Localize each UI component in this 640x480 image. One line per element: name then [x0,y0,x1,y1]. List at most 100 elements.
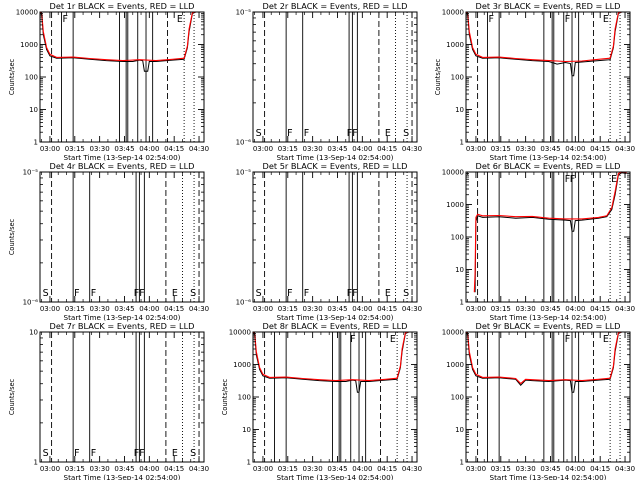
x-tick-label: 04:15 [377,465,397,473]
y-tick-label: 10⁻⁵ [236,169,252,177]
event-marker-label: F [350,334,355,345]
plot-frame [465,331,631,463]
event-marker-label: S [43,288,49,299]
y-tick-label: 1000 [446,361,464,369]
x-tick-label: 04:00 [565,465,585,473]
x-tick-label: 04:00 [352,145,372,153]
y-tick-label: 1000 [446,41,464,49]
y-tick-label: 1 [460,459,464,467]
x-tick-label: 04:15 [590,145,610,153]
y-tick-label: 10⁻⁶ [236,139,252,147]
x-axis-label: Start Time (13-Sep-14 02:54:00) [490,473,607,480]
y-axis-label: Counts/sec [221,378,229,415]
plot-title: Det 7r BLACK = Events, RED = LLD [50,321,195,331]
y-tick-label: 100 [451,394,464,402]
lld-series-line [465,11,622,63]
events-series-line [474,172,627,293]
x-tick-label: 04:30 [189,305,209,313]
y-tick-label: 10000 [16,9,38,17]
event-marker-label: S [403,128,409,139]
y-axis-label: Counts/sec [8,378,16,415]
x-tick-label: 03:30 [303,465,323,473]
event-marker-label: F [63,14,68,25]
x-tick-label: 04:00 [139,305,159,313]
y-tick-label: 10 [29,106,38,114]
x-tick-label: 03:30 [90,465,110,473]
plot-frame [465,171,631,303]
y-tick-label: 100 [451,234,464,242]
x-tick-label: 03:15 [491,145,511,153]
x-tick-label: 03:15 [278,305,298,313]
y-axis-label: Counts/sec [8,58,16,95]
y-tick-label: 10⁻⁶ [236,299,252,307]
y-tick-label: 10 [242,426,251,434]
x-tick-label: 03:45 [327,465,347,473]
event-marker-label: F [565,14,570,25]
x-tick-label: 03:00 [466,305,486,313]
plot-frame [39,171,205,303]
y-tick-label: 100 [451,74,464,82]
event-marker-label: F [91,448,96,459]
lld-series-line [473,171,627,293]
y-tick-label: 1 [34,139,38,147]
y-tick-label: 10 [455,426,464,434]
x-tick-label: 04:00 [139,465,159,473]
x-tick-label: 03:15 [65,145,85,153]
x-tick-label: 03:45 [327,145,347,153]
y-tick-label: 1000 [20,41,38,49]
x-tick-label: 03:30 [90,145,110,153]
x-tick-label: 03:15 [491,305,511,313]
x-axis-label: Start Time (13-Sep-14 02:54:00) [277,473,394,480]
x-tick-label: 03:00 [253,305,273,313]
x-tick-label: 03:00 [466,465,486,473]
x-tick-label: 04:15 [377,145,397,153]
plot-frame [252,331,418,463]
x-axis-label: Start Time (13-Sep-14 02:54:00) [64,313,181,322]
event-marker-label: FF [347,128,358,139]
x-tick-label: 04:15 [164,465,184,473]
x-tick-label: 03:00 [40,305,60,313]
x-tick-label: 03:30 [516,145,536,153]
plot-title: Det 5r BLACK = Events, RED = LLD [263,161,408,171]
event-marker-label: E [603,14,609,25]
x-tick-label: 04:30 [615,305,635,313]
event-marker-label: FF [134,448,145,459]
event-marker-label: S [190,448,196,459]
x-tick-label: 04:30 [189,465,209,473]
event-marker-label: F [304,128,309,139]
y-tick-label: 100 [25,74,38,82]
event-marker-label: E [177,14,183,25]
y-tick-label: 10000 [229,329,251,337]
plot-frame [39,11,205,143]
x-tick-label: 03:30 [303,305,323,313]
lld-series-line [252,331,409,382]
x-tick-label: 03:15 [65,465,85,473]
x-axis-label: Start Time (13-Sep-14 02:54:00) [277,313,394,322]
y-tick-label: 10⁻⁵ [236,9,252,17]
plot-title: Det 9r BLACK = Events, RED = LLD [476,321,621,331]
x-axis-label: Start Time (13-Sep-14 02:54:00) [64,153,181,162]
x-axis-label: Start Time (13-Sep-14 02:54:00) [64,473,181,480]
y-tick-label: 10 [455,266,464,274]
x-axis-label: Start Time (13-Sep-14 02:54:00) [490,313,607,322]
x-axis-label: Start Time (13-Sep-14 02:54:00) [277,153,394,162]
event-marker-label: FF [134,288,145,299]
y-axis-label: Counts/sec [434,58,442,95]
event-marker-label: F [74,288,79,299]
x-tick-label: 03:00 [466,145,486,153]
y-tick-label: 10⁻⁶ [23,299,39,307]
x-tick-label: 03:00 [40,145,60,153]
plot-title: Det 1r BLACK = Events, RED = LLD [50,1,195,11]
y-tick-label: 10⁻⁵ [23,169,39,177]
detector-plot-8: Det 8r BLACK = Events, RED = LLD F E 1 10 100… [221,321,422,480]
detector-plot-3: Det 3r BLACK = Events, RED = LLD F F E 1 10 10… [434,1,635,162]
event-marker-label: E [603,334,609,345]
y-tick-label: 1000 [233,361,251,369]
x-tick-label: 04:00 [565,145,585,153]
event-marker-label: S [43,448,49,459]
plot-title: Det 2r BLACK = Events, RED = LLD [263,1,408,11]
y-tick-label: 10 [29,329,38,337]
event-marker-label: E [385,128,391,139]
